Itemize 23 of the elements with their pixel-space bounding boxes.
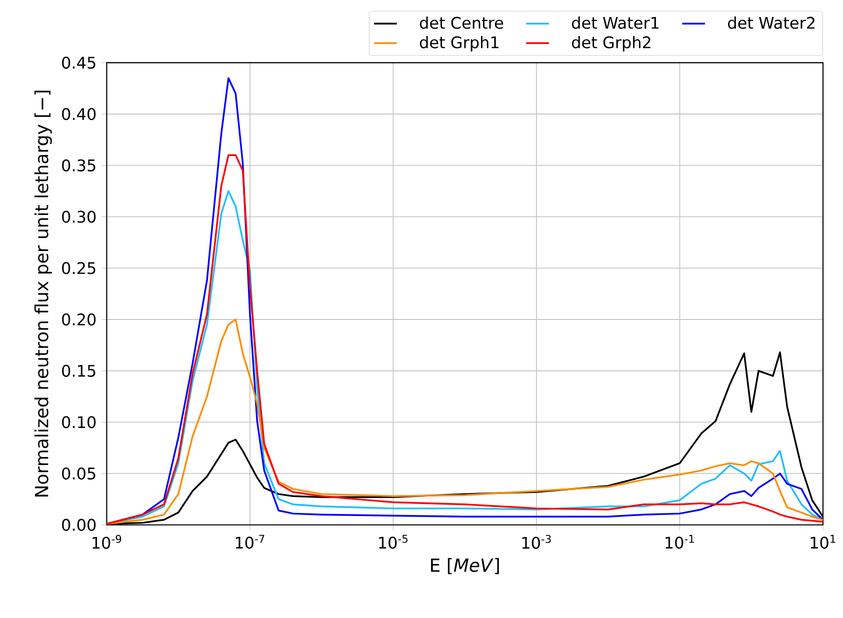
y-tick-label: 0.35 (62, 159, 96, 172)
y-tick-label: 0.20 (62, 313, 96, 326)
legend-label: det Grph2 (572, 36, 650, 52)
legend-label: det Centre (420, 16, 504, 29)
y-tick-label: 0.15 (62, 364, 96, 377)
legend-label: det Grph1 (420, 36, 498, 52)
y-tick-label: 0.40 (62, 108, 96, 120)
y-axis-title: Normalized neutron flux per unit lethargy [−] (34, 90, 52, 496)
y-tick-label: 0.00 (62, 518, 96, 531)
y-tick-label: 0.25 (62, 262, 96, 274)
y-tick-label: 0.10 (62, 416, 96, 428)
y-tick-label: 0.30 (62, 210, 96, 223)
x-tick-label: 10$^{-1}$ (666, 534, 694, 549)
x-tick-label: 10$^{-5}$ (379, 534, 408, 549)
x-tick-label: 10$^{-3}$ (522, 534, 551, 549)
legend-label: det Water1 (572, 16, 659, 29)
x-tick-label: 10$^{-9}$ (92, 534, 122, 549)
legend-label: det Water2 (728, 16, 814, 29)
x-axis-title: E [MeV] (431, 558, 499, 574)
x-tick-label: 10$^{1}$ (810, 534, 836, 549)
y-tick-label: 0.45 (62, 56, 96, 69)
y-tick-label: 0.05 (62, 467, 96, 480)
x-tick-label: 10$^{-7}$ (236, 534, 264, 549)
